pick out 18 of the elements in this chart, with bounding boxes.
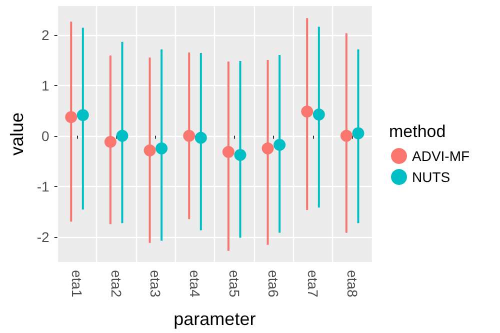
x-tick-label: eta2 bbox=[108, 270, 124, 298]
legend-label: NUTS bbox=[412, 169, 450, 185]
y-tick-label: 1 bbox=[42, 77, 50, 94]
y-tick-label: 0 bbox=[42, 128, 50, 144]
x-axis-title: parameter bbox=[174, 309, 256, 329]
x-tick-label: eta6 bbox=[266, 270, 282, 298]
y-tick-label: -1 bbox=[36, 178, 50, 194]
y-tick-label: 2 bbox=[42, 26, 50, 43]
x-tick-label: eta7 bbox=[305, 270, 322, 298]
x-tick-label: eta3 bbox=[148, 270, 164, 298]
y-tick-label: -2 bbox=[36, 228, 50, 245]
x-tick-label: eta4 bbox=[187, 270, 204, 298]
legend-label: ADVI-MF bbox=[412, 148, 470, 164]
x-tick-label: eta1 bbox=[69, 270, 86, 298]
x-tick-label: eta8 bbox=[344, 270, 360, 298]
y-axis-title: value bbox=[7, 112, 27, 156]
x-tick-label: eta5 bbox=[226, 270, 242, 298]
legend-title: method bbox=[389, 122, 446, 141]
